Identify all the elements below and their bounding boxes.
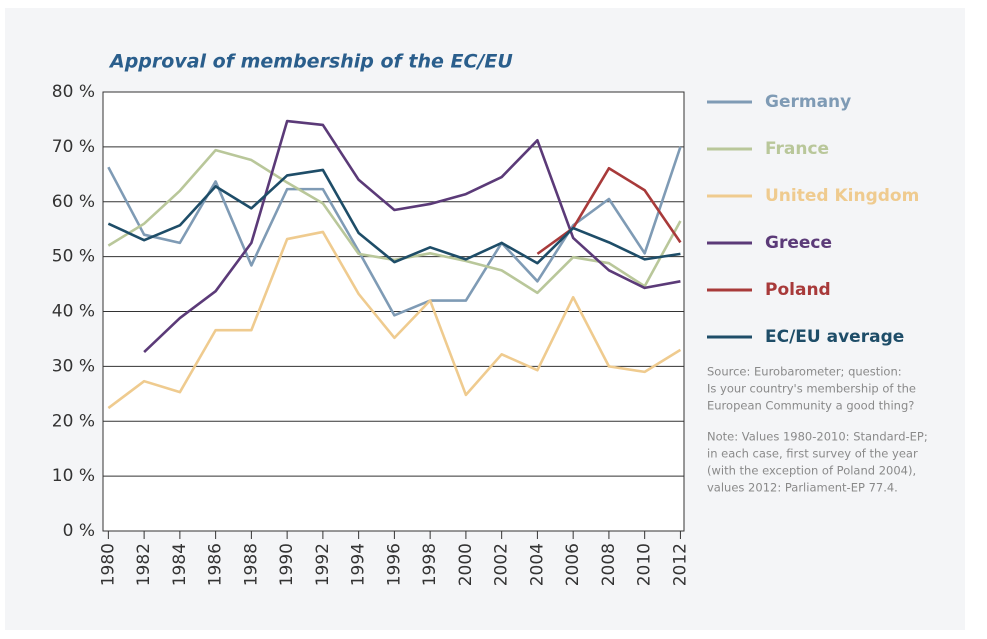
x-tick-label: 2008	[599, 543, 619, 586]
legend-label: France	[765, 139, 829, 159]
chart-title: Approval of membership of the EC/EU	[108, 51, 513, 73]
x-tick-label: 1998	[420, 543, 440, 586]
x-tick-label: 2002	[492, 543, 512, 586]
y-tick-label: 10 %	[52, 466, 95, 486]
source-note: Source: Eurobarometer; question:	[707, 365, 902, 379]
footnote: in each case, first survey of the year	[707, 447, 918, 461]
source-note: European Community a good thing?	[707, 399, 914, 413]
y-tick-label: 40 %	[52, 302, 95, 322]
x-tick-label: 1982	[134, 543, 154, 586]
source-note: Is your country's membership of the	[707, 382, 916, 396]
x-tick-label: 2006	[563, 543, 583, 586]
series-line	[107, 168, 681, 265]
y-tick-label: 80 %	[52, 82, 95, 102]
x-tick-label: 2004	[527, 543, 547, 586]
x-tick-label: 1996	[384, 543, 404, 586]
y-tick-label: 30 %	[52, 356, 95, 376]
y-tick-label: 50 %	[52, 247, 95, 267]
x-tick-label: 1990	[277, 543, 297, 586]
x-tick-label: 2000	[456, 543, 476, 586]
x-tick-label: 2010	[635, 543, 655, 586]
y-tick-label: 20 %	[52, 411, 95, 431]
footnote: Note: Values 1980-2010: Standard-EP;	[707, 430, 928, 444]
series-line	[107, 148, 682, 295]
x-tick-label: 1986	[206, 543, 226, 586]
series-line	[536, 166, 682, 255]
y-tick-label: 70 %	[52, 137, 95, 157]
y-tick-label: 60 %	[52, 192, 95, 212]
series-line	[107, 146, 682, 317]
x-tick-label: 1994	[349, 543, 369, 586]
footnote: values 2012: Parliament-EP 77.4.	[707, 481, 898, 495]
x-tick-label: 1984	[170, 543, 190, 586]
series-line	[143, 119, 681, 354]
legend-label: United Kingdom	[765, 186, 919, 206]
legend-label: Germany	[765, 92, 851, 112]
legend-label: Greece	[765, 233, 832, 253]
legend-label: Poland	[765, 280, 831, 300]
footnote: (with the exception of Poland 2004),	[707, 464, 916, 478]
x-tick-label: 1992	[313, 543, 333, 586]
x-tick-label: 2012	[670, 543, 690, 586]
legend-label: EC/EU average	[765, 327, 904, 347]
series-line	[107, 230, 682, 410]
x-tick-label: 1980	[98, 543, 118, 586]
y-tick-label: 0 %	[63, 521, 95, 541]
x-tick-label: 1988	[241, 543, 261, 586]
